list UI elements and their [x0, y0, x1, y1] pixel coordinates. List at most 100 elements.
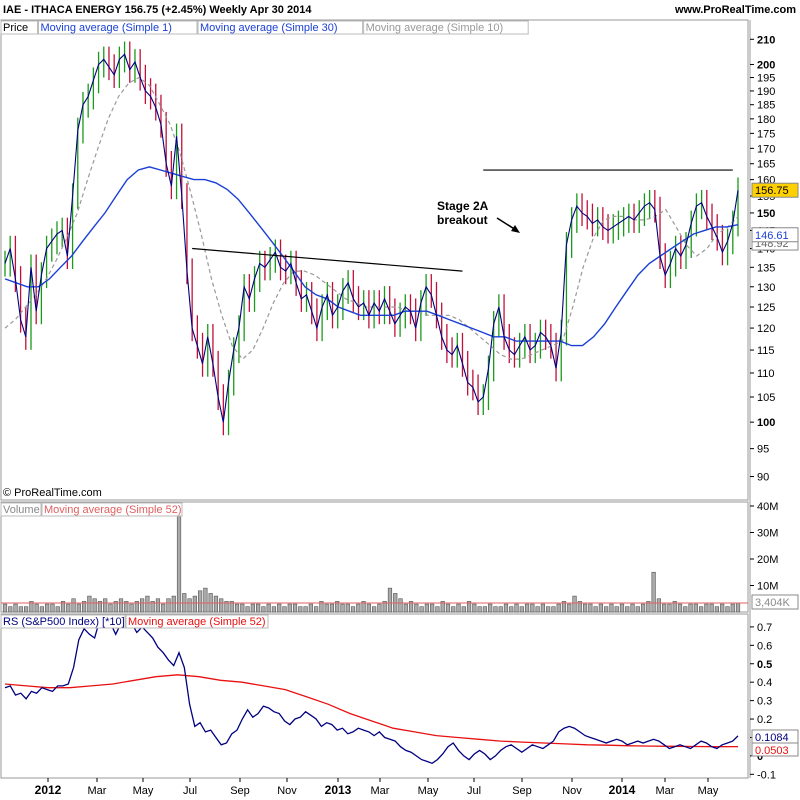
x-tick-label: May	[133, 785, 154, 797]
price-tick-label: 180	[757, 114, 775, 126]
price-tick-label: 105	[757, 392, 775, 404]
volume-bar	[92, 598, 97, 613]
volume-bar	[683, 606, 688, 613]
volume-bar	[13, 603, 18, 613]
volume-bar	[677, 603, 683, 613]
volume-bar	[50, 603, 55, 613]
volume-bar	[646, 601, 651, 613]
volume-bar	[430, 603, 435, 613]
price-legend-item: Moving average (Simple 10)	[366, 22, 504, 34]
rs-tick-label: 0.7	[757, 622, 772, 634]
rs-legend-item: RS (S&P500 Index) [*10]	[3, 616, 125, 628]
volume-bar	[735, 602, 741, 613]
volume-bar	[145, 595, 150, 613]
price-tick-label: 195	[757, 73, 775, 85]
volume-bar	[234, 603, 240, 613]
ma30-value-label: 146.61	[755, 230, 789, 242]
volume-bar	[598, 603, 603, 613]
annotation-text: breakout	[437, 213, 488, 227]
volume-bar	[97, 601, 103, 613]
volume-bar	[619, 603, 625, 613]
volume-bar	[714, 606, 720, 613]
volume-bar	[572, 595, 577, 613]
rs-tick-label: 0.2	[757, 714, 772, 726]
rs-tick-label: 0.6	[757, 640, 772, 652]
volume-tick-label: 10M	[757, 581, 778, 593]
volume-bar	[408, 601, 414, 613]
rs-panel-frame	[0, 613, 749, 779]
ma10-line	[4, 76, 739, 360]
volume-bar	[18, 606, 23, 613]
rs-tick-label: -0.1	[757, 769, 776, 781]
volume-last-bg	[751, 594, 799, 610]
volume-bar	[704, 603, 709, 613]
volume-bar	[662, 603, 667, 613]
volume-bar	[509, 606, 514, 613]
volume-bar	[424, 603, 429, 613]
annotation-arrow	[496, 217, 517, 231]
rs-ma-value-bg	[751, 742, 799, 757]
price-legend-item: Moving average (Simple 1)	[41, 22, 172, 34]
volume-bar	[55, 606, 60, 613]
volume-bar	[720, 603, 725, 613]
volume-legend-box	[0, 502, 42, 517]
price-tick-label: 210	[757, 34, 775, 46]
rs-ma-value-label: 0.0503	[755, 745, 789, 757]
volume-bar	[113, 601, 118, 613]
volume-bar	[414, 603, 419, 613]
volume-bar	[451, 606, 456, 613]
price-legend-item: Price	[3, 22, 28, 34]
volume-bar	[129, 603, 134, 613]
volume-bar	[277, 603, 282, 613]
volume-bar	[292, 603, 298, 613]
volume-bar	[403, 603, 408, 613]
x-tick-label: Mar	[88, 785, 107, 797]
price-line	[4, 53, 739, 423]
volume-bar	[45, 603, 50, 613]
price-tick-label: 185	[757, 100, 775, 112]
volume-bar	[672, 601, 677, 613]
ma30-line	[4, 166, 739, 347]
volume-bar	[577, 601, 582, 613]
price-tick-label: 150	[757, 208, 775, 220]
volume-bar	[34, 603, 39, 613]
volume-bar	[39, 606, 45, 613]
volume-bar	[229, 601, 234, 613]
volume-bar	[155, 598, 161, 613]
volume-bar	[340, 603, 345, 613]
volume-tick-label: 40M	[757, 501, 778, 513]
price-tick-label: 130	[757, 282, 775, 294]
volume-bar	[192, 595, 197, 613]
x-tick-label: Jul	[467, 785, 481, 797]
price-tick-label: 190	[757, 86, 775, 98]
rs-legend-box	[125, 614, 269, 629]
volume-bar	[535, 606, 540, 613]
rs-value-label: 0.1084	[755, 732, 789, 744]
volume-bar	[103, 598, 108, 613]
volume-bar	[187, 598, 192, 613]
rs-legend-box	[0, 614, 126, 629]
price-tick-label: 115	[757, 345, 775, 357]
volume-bar	[604, 606, 609, 613]
ma30-value-label-bg	[751, 227, 799, 243]
volume-bar	[140, 598, 145, 613]
volume-bar	[461, 606, 466, 613]
volume-bar	[709, 603, 714, 613]
price-panel-frame	[0, 19, 749, 501]
volume-bar	[71, 598, 76, 613]
rs-ma-line	[4, 674, 739, 748]
volume-bar	[314, 606, 319, 613]
chart-header: IAE - ITHACA ENERGY 156.75 (+2.45%) Week…	[0, 0, 800, 20]
rs-tick-label: 0.3	[757, 696, 772, 708]
instrument-title: IAE - ITHACA ENERGY 156.75 (+2.45%) Week…	[3, 4, 312, 16]
downtrend-line	[192, 247, 463, 272]
x-tick-label: Jul	[183, 785, 197, 797]
volume-bar	[213, 595, 219, 613]
volume-bar	[266, 603, 271, 613]
volume-bar	[250, 603, 255, 613]
x-tick-label: 2012	[35, 783, 62, 797]
x-tick-label: Mar	[656, 785, 675, 797]
volume-bar	[614, 606, 619, 613]
volume-bar	[609, 603, 614, 613]
